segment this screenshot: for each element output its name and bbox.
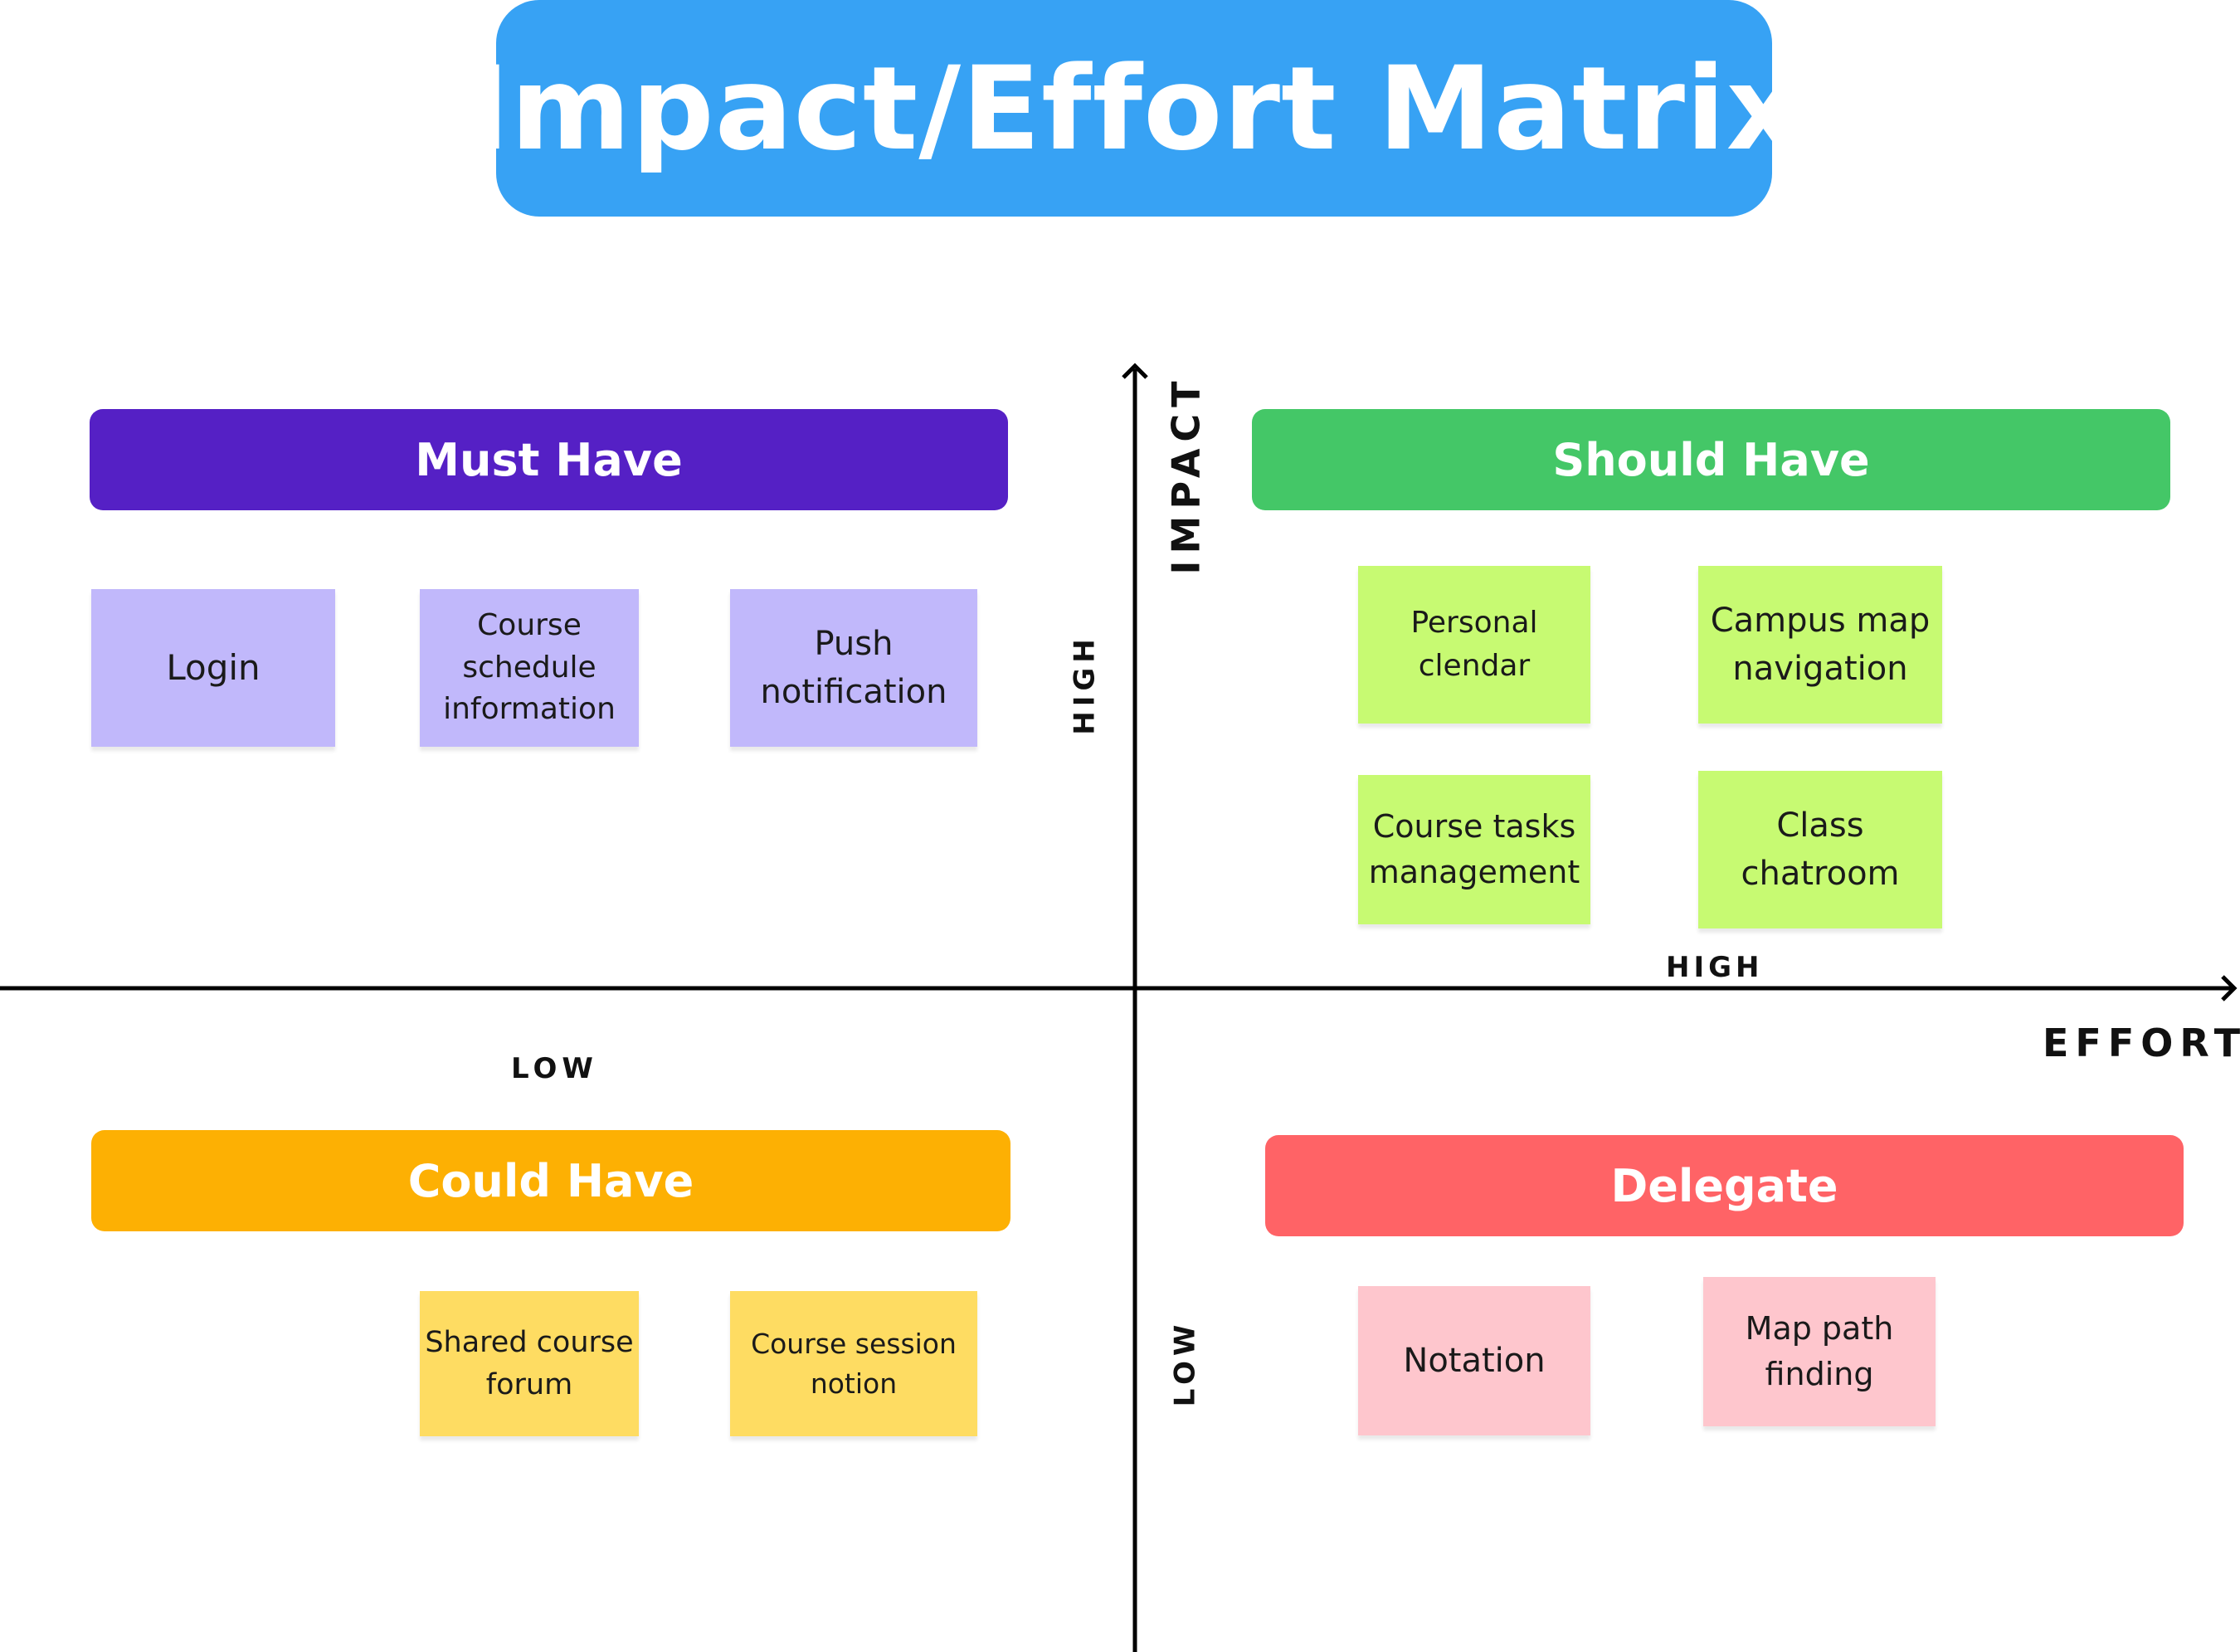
vertical-axis-arrow xyxy=(1122,363,1148,379)
sticky-note-course-schedule: Course schedule information xyxy=(420,589,639,747)
delegate-header: Delegate xyxy=(1265,1135,2184,1236)
impact-high-label-box: HIGH xyxy=(1035,634,1135,734)
effort-low-label: LOW xyxy=(511,1052,598,1085)
sticky-note-shared-forum: Shared course forum xyxy=(420,1291,639,1436)
sticky-note-campus-map: Campus map navigation xyxy=(1698,566,1942,724)
sticky-note-course-session: Course session notion xyxy=(730,1291,977,1436)
should-have-label: Should Have xyxy=(1552,433,1870,486)
sticky-note-personal-calendar: Personal clendar xyxy=(1358,566,1590,724)
must-have-label: Must Have xyxy=(415,433,683,486)
must-have-header: Must Have xyxy=(90,409,1008,510)
sticky-note-class-chatroom: Class chatroom xyxy=(1698,771,1942,928)
sticky-note-push-notification: Push notification xyxy=(730,589,977,747)
impact-low-label: LOW xyxy=(1167,1319,1201,1407)
title-banner: Impact/Effort Matrix xyxy=(467,0,1800,217)
sticky-note-notation: Notation xyxy=(1358,1286,1590,1435)
effort-axis-title: EFFORT xyxy=(2043,1021,2240,1065)
effort-high-label: HIGH xyxy=(1666,951,1764,984)
sticky-note-map-path: Map path finding xyxy=(1703,1277,1936,1426)
impact-axis-title: IMPACT xyxy=(1164,374,1209,575)
could-have-header: Could Have xyxy=(91,1130,1010,1231)
page-title: Impact/Effort Matrix xyxy=(466,41,1802,176)
impact-high-label: HIGH xyxy=(1069,634,1102,735)
delegate-label: Delegate xyxy=(1610,1159,1838,1212)
sticky-note-course-tasks: Course tasks management xyxy=(1358,775,1590,924)
should-have-header: Should Have xyxy=(1252,409,2170,510)
horizontal-axis-arrow xyxy=(2221,975,2238,1001)
impact-axis-title-box: IMPACT xyxy=(1128,374,1244,574)
sticky-note-login: Login xyxy=(91,589,335,747)
impact-low-label-box: LOW xyxy=(1135,1320,1234,1407)
could-have-label: Could Have xyxy=(407,1154,694,1207)
